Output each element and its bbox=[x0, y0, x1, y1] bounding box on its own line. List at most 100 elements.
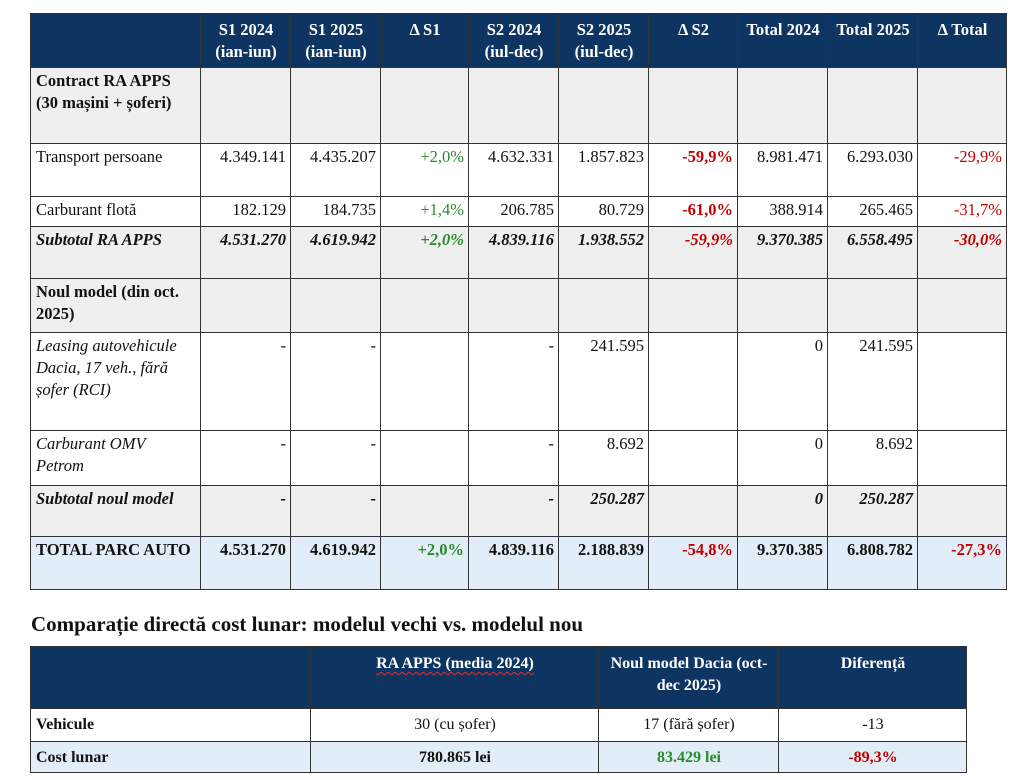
total-2024-cell: 0 bbox=[737, 430, 828, 486]
delta-s1-cell: +2,0% bbox=[380, 226, 469, 279]
total-2024-cell: 388.914 bbox=[737, 196, 828, 227]
header-cell bbox=[30, 646, 311, 709]
header-s1-2024: S1 2024 (ian-iun) bbox=[200, 13, 291, 68]
s2-2025-cell bbox=[558, 278, 649, 333]
header-delta-total: Δ Total bbox=[917, 13, 1007, 68]
table-row-section: Contract RA APPS (30 mașini + șoferi) bbox=[30, 67, 1007, 144]
total-2025-cell: 6.808.782 bbox=[827, 536, 918, 590]
delta-s1-cell: +2,0% bbox=[380, 536, 469, 590]
s2-2024-cell: - bbox=[468, 332, 559, 431]
s2-2025-cell: 241.595 bbox=[558, 332, 649, 431]
header-cell: RA APPS (media 2024) bbox=[310, 646, 599, 709]
total-2024-cell: 0 bbox=[737, 332, 828, 431]
old-model-value: 780.865 lei bbox=[310, 741, 599, 773]
s2-2024-cell: 4.632.331 bbox=[468, 143, 559, 197]
s1-2024-cell bbox=[200, 278, 291, 333]
s1-2025-cell: 4.619.942 bbox=[290, 226, 381, 279]
total-2024-cell bbox=[737, 67, 828, 144]
table-row-subtotal: Subtotal RA APPS 4.531.270 4.619.942 +2,0% 4… bbox=[30, 226, 1007, 279]
s2-2024-cell: 206.785 bbox=[468, 196, 559, 227]
s1-2025-cell: - bbox=[290, 332, 381, 431]
row-label-cell: Carburant OMV Petrom bbox=[30, 430, 201, 486]
delta-s2-cell: -59,9% bbox=[648, 143, 738, 197]
total-2025-cell: 241.595 bbox=[827, 332, 918, 431]
s2-2024-cell: 4.839.116 bbox=[468, 226, 559, 279]
total-2025-cell bbox=[827, 67, 918, 144]
header-cell: Noul model Dacia (oct-dec 2025) bbox=[598, 646, 779, 709]
table-header-row: S1 2024 (ian-iun) S1 2025 (ian-iun) Δ S1 S2… bbox=[30, 13, 1007, 68]
row-label: Vehicule bbox=[30, 708, 311, 742]
header-row-label bbox=[30, 13, 201, 68]
total-2025-cell: 265.465 bbox=[827, 196, 918, 227]
s2-2024-cell bbox=[468, 278, 559, 333]
delta-total-cell bbox=[917, 485, 1007, 537]
s2-2025-cell: 2.188.839 bbox=[558, 536, 649, 590]
s2-2024-cell bbox=[468, 67, 559, 144]
s1-2025-cell: 184.735 bbox=[290, 196, 381, 227]
delta-total-cell bbox=[917, 332, 1007, 431]
total-2024-cell bbox=[737, 278, 828, 333]
header-text: RA APPS (media 2024) bbox=[376, 655, 534, 672]
table-row-item-italic: Leasing autovehicule Dacia, 17 veh., făr… bbox=[30, 332, 1007, 431]
delta-total-cell: -29,9% bbox=[917, 143, 1007, 197]
s1-2024-cell: 182.129 bbox=[200, 196, 291, 227]
total-2024-cell: 0 bbox=[737, 485, 828, 537]
new-model-value: 83.429 lei bbox=[598, 741, 779, 773]
s1-2024-cell: 4.349.141 bbox=[200, 143, 291, 197]
table-row-section: Noul model (din oct. 2025) bbox=[30, 278, 1007, 333]
delta-total-cell: -27,3% bbox=[917, 536, 1007, 590]
header-delta-s2: Δ S2 bbox=[648, 13, 738, 68]
total-2025-cell: 250.287 bbox=[827, 485, 918, 537]
header-s1-2025: S1 2025 (ian-iun) bbox=[290, 13, 381, 68]
table-row: Vehicule 30 (cu șofer) 17 (fără șofer) -… bbox=[30, 708, 967, 742]
s1-2025-cell bbox=[290, 278, 381, 333]
s2-2025-cell: 250.287 bbox=[558, 485, 649, 537]
delta-s1-cell bbox=[380, 278, 469, 333]
old-model-value: 30 (cu șofer) bbox=[310, 708, 599, 742]
s1-2024-cell: - bbox=[200, 430, 291, 486]
delta-s2-cell: -61,0% bbox=[648, 196, 738, 227]
delta-s1-cell bbox=[380, 67, 469, 144]
delta-s1-cell bbox=[380, 430, 469, 486]
s1-2024-cell bbox=[200, 67, 291, 144]
header-total-2025: Total 2025 bbox=[827, 13, 918, 68]
s1-2025-cell: - bbox=[290, 430, 381, 486]
s1-2024-cell: 4.531.270 bbox=[200, 536, 291, 590]
row-label-cell: Noul model (din oct. 2025) bbox=[30, 278, 201, 333]
total-2024-cell: 8.981.471 bbox=[737, 143, 828, 197]
row-label-cell: Leasing autovehicule Dacia, 17 veh., făr… bbox=[30, 332, 201, 431]
delta-s2-cell: -59,9% bbox=[648, 226, 738, 279]
delta-s2-cell bbox=[648, 67, 738, 144]
delta-s2-cell bbox=[648, 278, 738, 333]
total-2025-cell bbox=[827, 278, 918, 333]
s2-2024-cell: - bbox=[468, 485, 559, 537]
s1-2025-cell bbox=[290, 67, 381, 144]
difference-value: -89,3% bbox=[778, 741, 967, 773]
delta-s2-cell bbox=[648, 430, 738, 486]
row-label-cell: TOTAL PARC AUTO bbox=[30, 536, 201, 590]
difference-value: -13 bbox=[778, 708, 967, 742]
delta-s1-cell bbox=[380, 332, 469, 431]
new-model-value: 17 (fără șofer) bbox=[598, 708, 779, 742]
s2-2025-cell: 1.938.552 bbox=[558, 226, 649, 279]
delta-total-cell bbox=[917, 430, 1007, 486]
row-label-cell: Contract RA APPS (30 mașini + șoferi) bbox=[30, 67, 201, 144]
row-label-cell: Transport persoane bbox=[30, 143, 201, 197]
delta-s2-cell bbox=[648, 332, 738, 431]
header-s2-2024: S2 2024 (iul-dec) bbox=[468, 13, 559, 68]
delta-s2-cell: -54,8% bbox=[648, 536, 738, 590]
header-total-2024: Total 2024 bbox=[737, 13, 828, 68]
s1-2025-cell: - bbox=[290, 485, 381, 537]
delta-s1-cell bbox=[380, 485, 469, 537]
row-label-cell: Carburant flotă bbox=[30, 196, 201, 227]
row-label-cell: Subtotal noul model bbox=[30, 485, 201, 537]
delta-s2-cell bbox=[648, 485, 738, 537]
delta-total-cell bbox=[917, 278, 1007, 333]
table-row-item-italic: Carburant OMV Petrom - - -8.692 0 8.692 bbox=[30, 430, 1007, 486]
table-row-item: Carburant flotă 182.129 184.735 +1,4% 206.78… bbox=[30, 196, 1007, 227]
total-2024-cell: 9.370.385 bbox=[737, 536, 828, 590]
s1-2024-cell: - bbox=[200, 332, 291, 431]
row-label-cell: Subtotal RA APPS bbox=[30, 226, 201, 279]
header-cell: Diferență bbox=[778, 646, 967, 709]
row-label: Cost lunar bbox=[30, 741, 311, 773]
